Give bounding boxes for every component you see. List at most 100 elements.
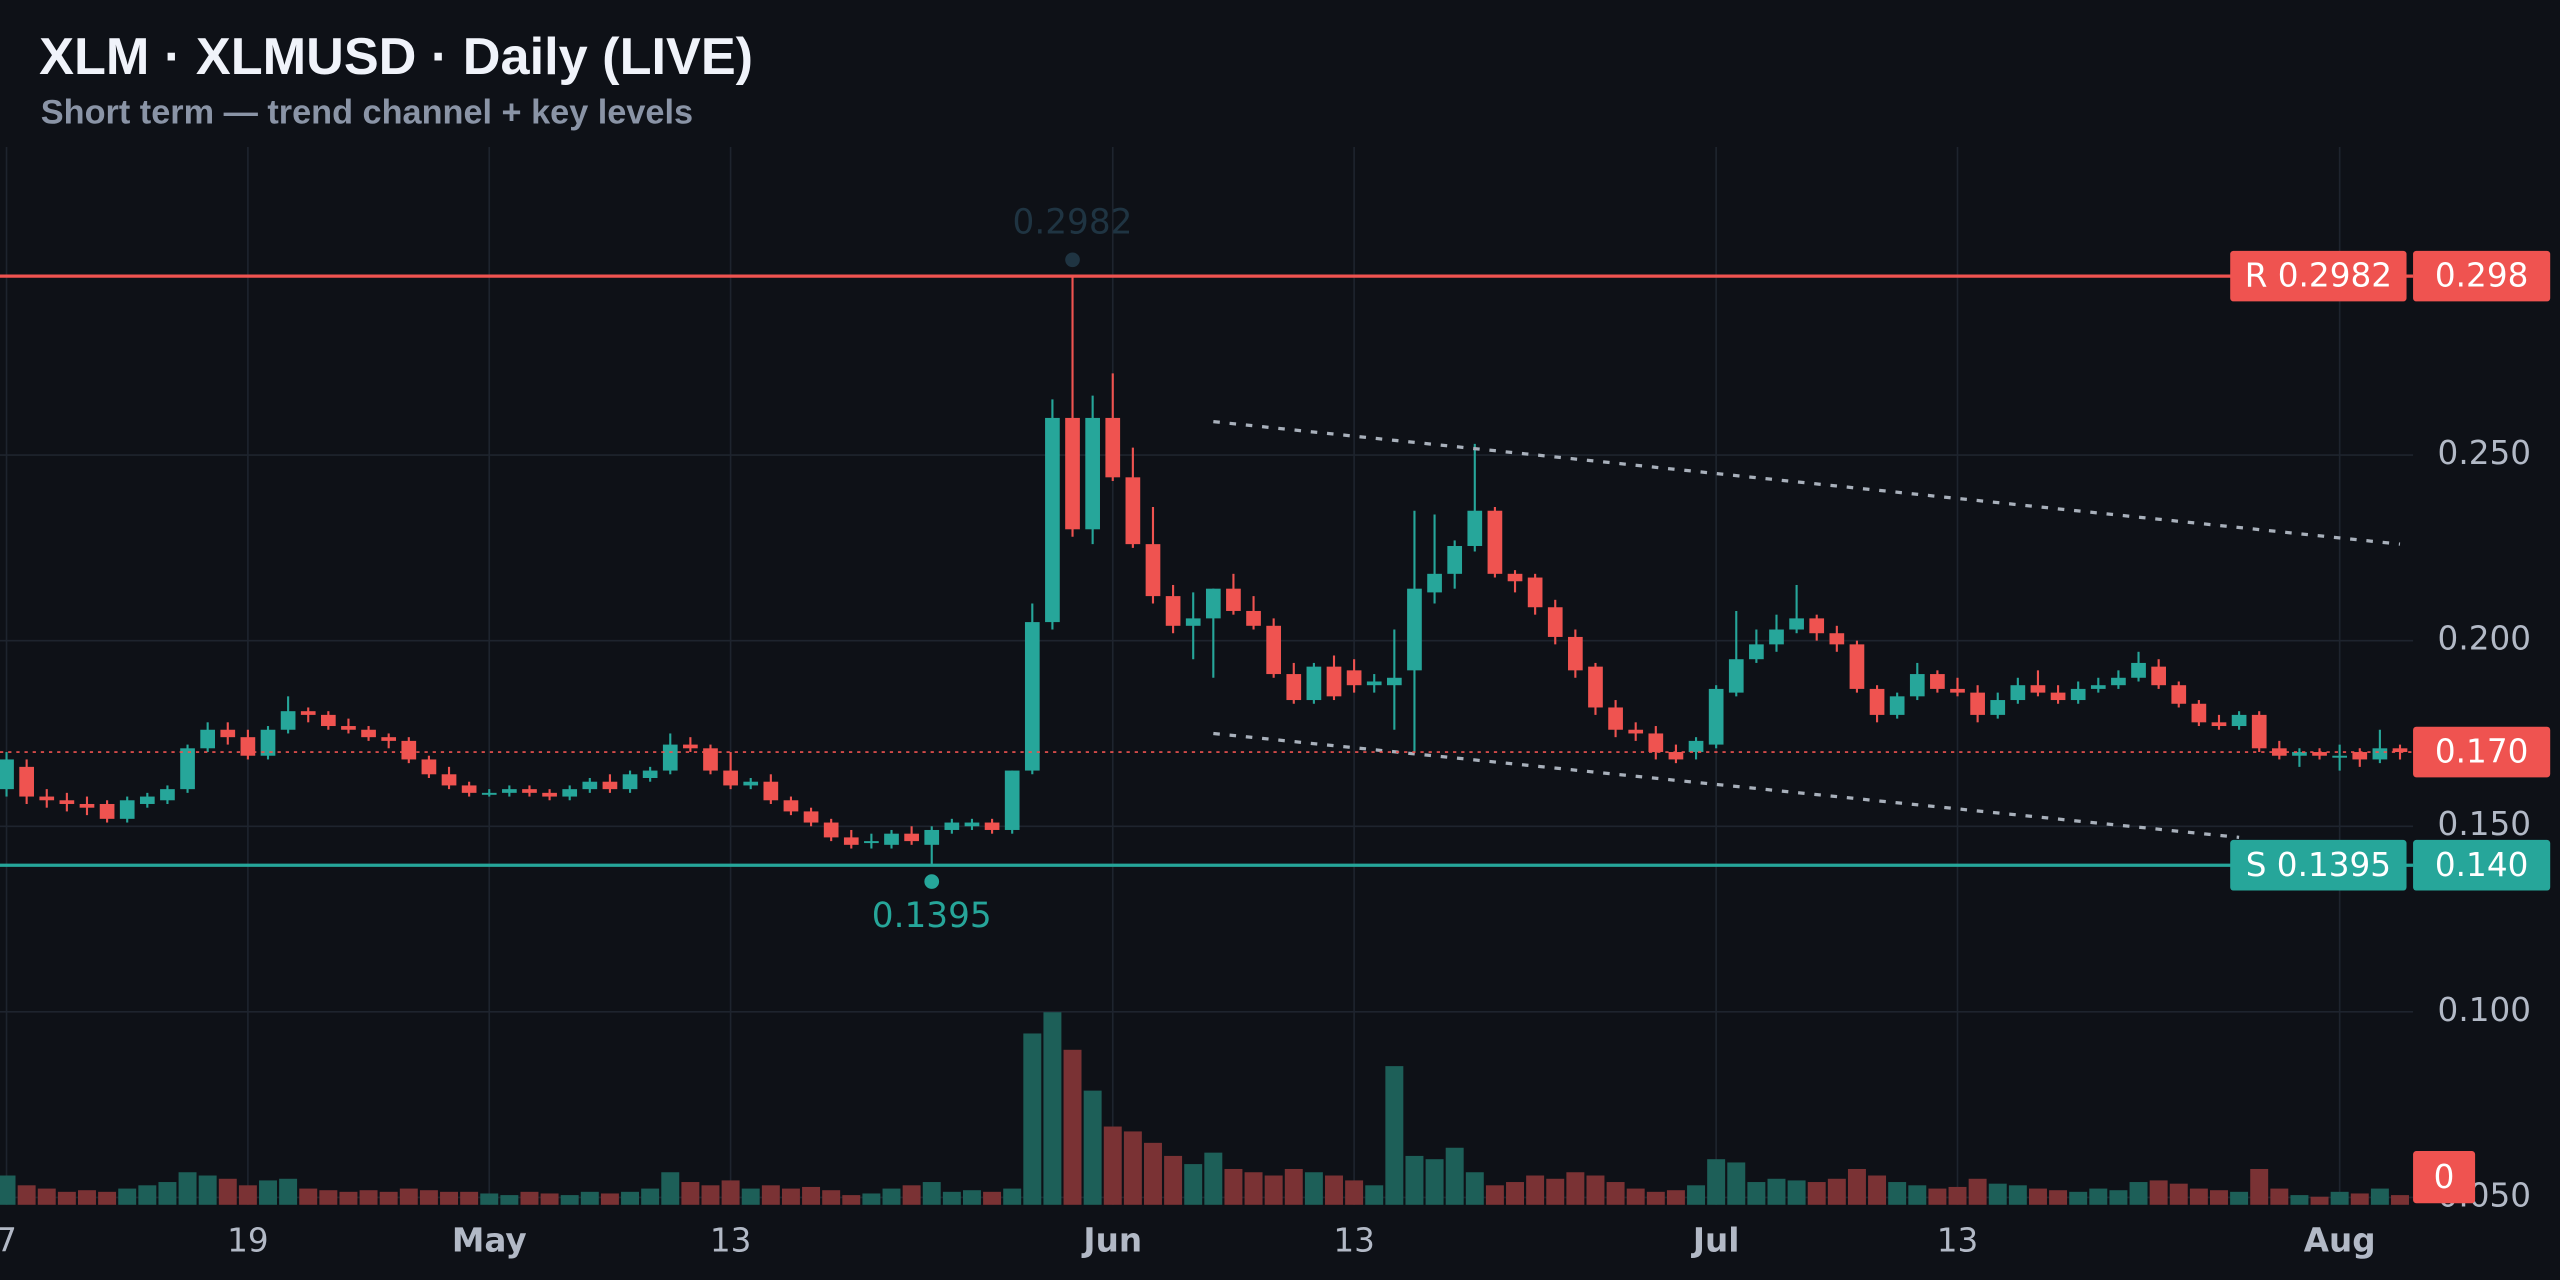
candle-body — [79, 803, 95, 808]
volume-bar — [1385, 1066, 1404, 1205]
volume-bar — [1345, 1180, 1364, 1205]
candle-body — [884, 833, 899, 845]
volume-bar — [2028, 1188, 2047, 1205]
volume-bar — [1988, 1183, 2007, 1205]
volume-bar — [118, 1188, 137, 1205]
candle-body — [361, 729, 376, 738]
volume-bar — [962, 1190, 981, 1205]
candle-body — [421, 759, 437, 775]
candle-body — [119, 800, 135, 819]
volume-bar — [238, 1185, 257, 1205]
x-tick-label: 13 — [1937, 1221, 1979, 1259]
volume-bar — [37, 1188, 56, 1205]
volume-bar — [560, 1195, 579, 1205]
candle-body — [1065, 417, 1080, 530]
volume-bar — [1626, 1188, 1645, 1205]
candle-body — [240, 737, 256, 756]
x-tick-label: 13 — [1333, 1221, 1375, 1259]
x-tick-label: Jul — [1691, 1221, 1740, 1259]
volume-bar — [1123, 1131, 1142, 1205]
candle-body — [1286, 674, 1302, 701]
volume-bar — [2109, 1190, 2128, 1205]
volume-bar — [1888, 1182, 1907, 1205]
candle-body — [683, 744, 698, 749]
volume-bar — [1526, 1175, 1545, 1205]
volume-bar — [1043, 1012, 1062, 1205]
volume-bar — [983, 1191, 1002, 1205]
y-tick-label: 0.200 — [2438, 620, 2531, 658]
candle-body — [1889, 696, 1905, 715]
candle-body — [1628, 729, 1644, 734]
x-tick-label: Jun — [1081, 1221, 1142, 1259]
volume-bar — [299, 1188, 318, 1205]
candle-body — [522, 789, 537, 793]
volume-bar — [2290, 1195, 2309, 1205]
volume-bar — [1646, 1191, 1665, 1205]
volume-bar — [1687, 1185, 1706, 1205]
x-tick-label: Aug — [2304, 1221, 2376, 1259]
volume-bar — [701, 1185, 720, 1205]
candle-body — [1226, 588, 1241, 611]
candle-body — [220, 729, 236, 738]
volume-bar — [78, 1190, 96, 1205]
volume-bar — [2250, 1168, 2269, 1205]
volume-bar — [218, 1178, 237, 1205]
volume-bar — [2370, 1188, 2389, 1205]
candle-body — [1145, 544, 1161, 597]
candle-body — [1688, 740, 1704, 753]
candle-body — [1467, 510, 1483, 546]
volume-bar — [2149, 1180, 2168, 1205]
volume-bar — [580, 1191, 599, 1205]
volume-bar — [178, 1172, 197, 1205]
candle-body — [2372, 748, 2388, 760]
candle-body — [1648, 733, 1664, 753]
candle-body — [99, 803, 115, 819]
candle-body — [180, 748, 195, 790]
volume-bar — [1908, 1185, 1927, 1205]
annotation-label: 0.2982 — [1013, 202, 1133, 242]
volume-bar — [2391, 1195, 2409, 1205]
candle-body — [843, 837, 859, 845]
axis-level-label: 0.140 — [2435, 846, 2528, 884]
volume-bar — [822, 1190, 841, 1205]
candle-body — [481, 792, 497, 795]
candle-body — [1407, 588, 1422, 671]
candle-body — [1869, 688, 1885, 715]
candle-body — [260, 729, 276, 756]
candle-body — [1909, 674, 1925, 697]
volume-bar — [1164, 1155, 1183, 1205]
candle-body — [1165, 596, 1181, 626]
x-tick-label: May — [452, 1221, 527, 1259]
candle-body — [401, 740, 417, 760]
volume-bar — [862, 1193, 881, 1205]
last-price-badge — [2413, 726, 2551, 778]
chart-title: XLM · XLMUSD · Daily (LIVE) — [39, 28, 753, 86]
volume-bar — [1103, 1126, 1122, 1205]
candle-body — [320, 714, 336, 727]
candle-body — [1507, 573, 1523, 582]
volume-bar — [882, 1188, 901, 1205]
volume-label: 0 — [2434, 1158, 2455, 1196]
volume-bar — [922, 1182, 941, 1205]
axis-level-badge — [2413, 839, 2551, 891]
candle-body — [2090, 685, 2106, 689]
candle-body — [0, 759, 14, 790]
candle-body — [783, 800, 799, 812]
y-tick-label: 0.250 — [2438, 434, 2531, 472]
candle-body — [1950, 688, 1965, 693]
volume-bar — [2169, 1183, 2188, 1205]
volume-bar — [1445, 1147, 1464, 1205]
candle-body — [763, 781, 779, 801]
candle-body — [1085, 417, 1100, 530]
volume-bar — [902, 1185, 921, 1205]
volume-bar — [57, 1191, 76, 1205]
volume-bar — [1606, 1182, 1625, 1205]
volume-bar — [0, 1175, 16, 1205]
candle-body — [2131, 662, 2146, 678]
candle-body — [19, 766, 34, 797]
candle-body — [1728, 659, 1744, 693]
volume-bar — [1425, 1159, 1444, 1205]
volume-bar — [138, 1185, 157, 1205]
volume-bar — [1405, 1155, 1424, 1205]
volume-bar — [1868, 1175, 1887, 1205]
